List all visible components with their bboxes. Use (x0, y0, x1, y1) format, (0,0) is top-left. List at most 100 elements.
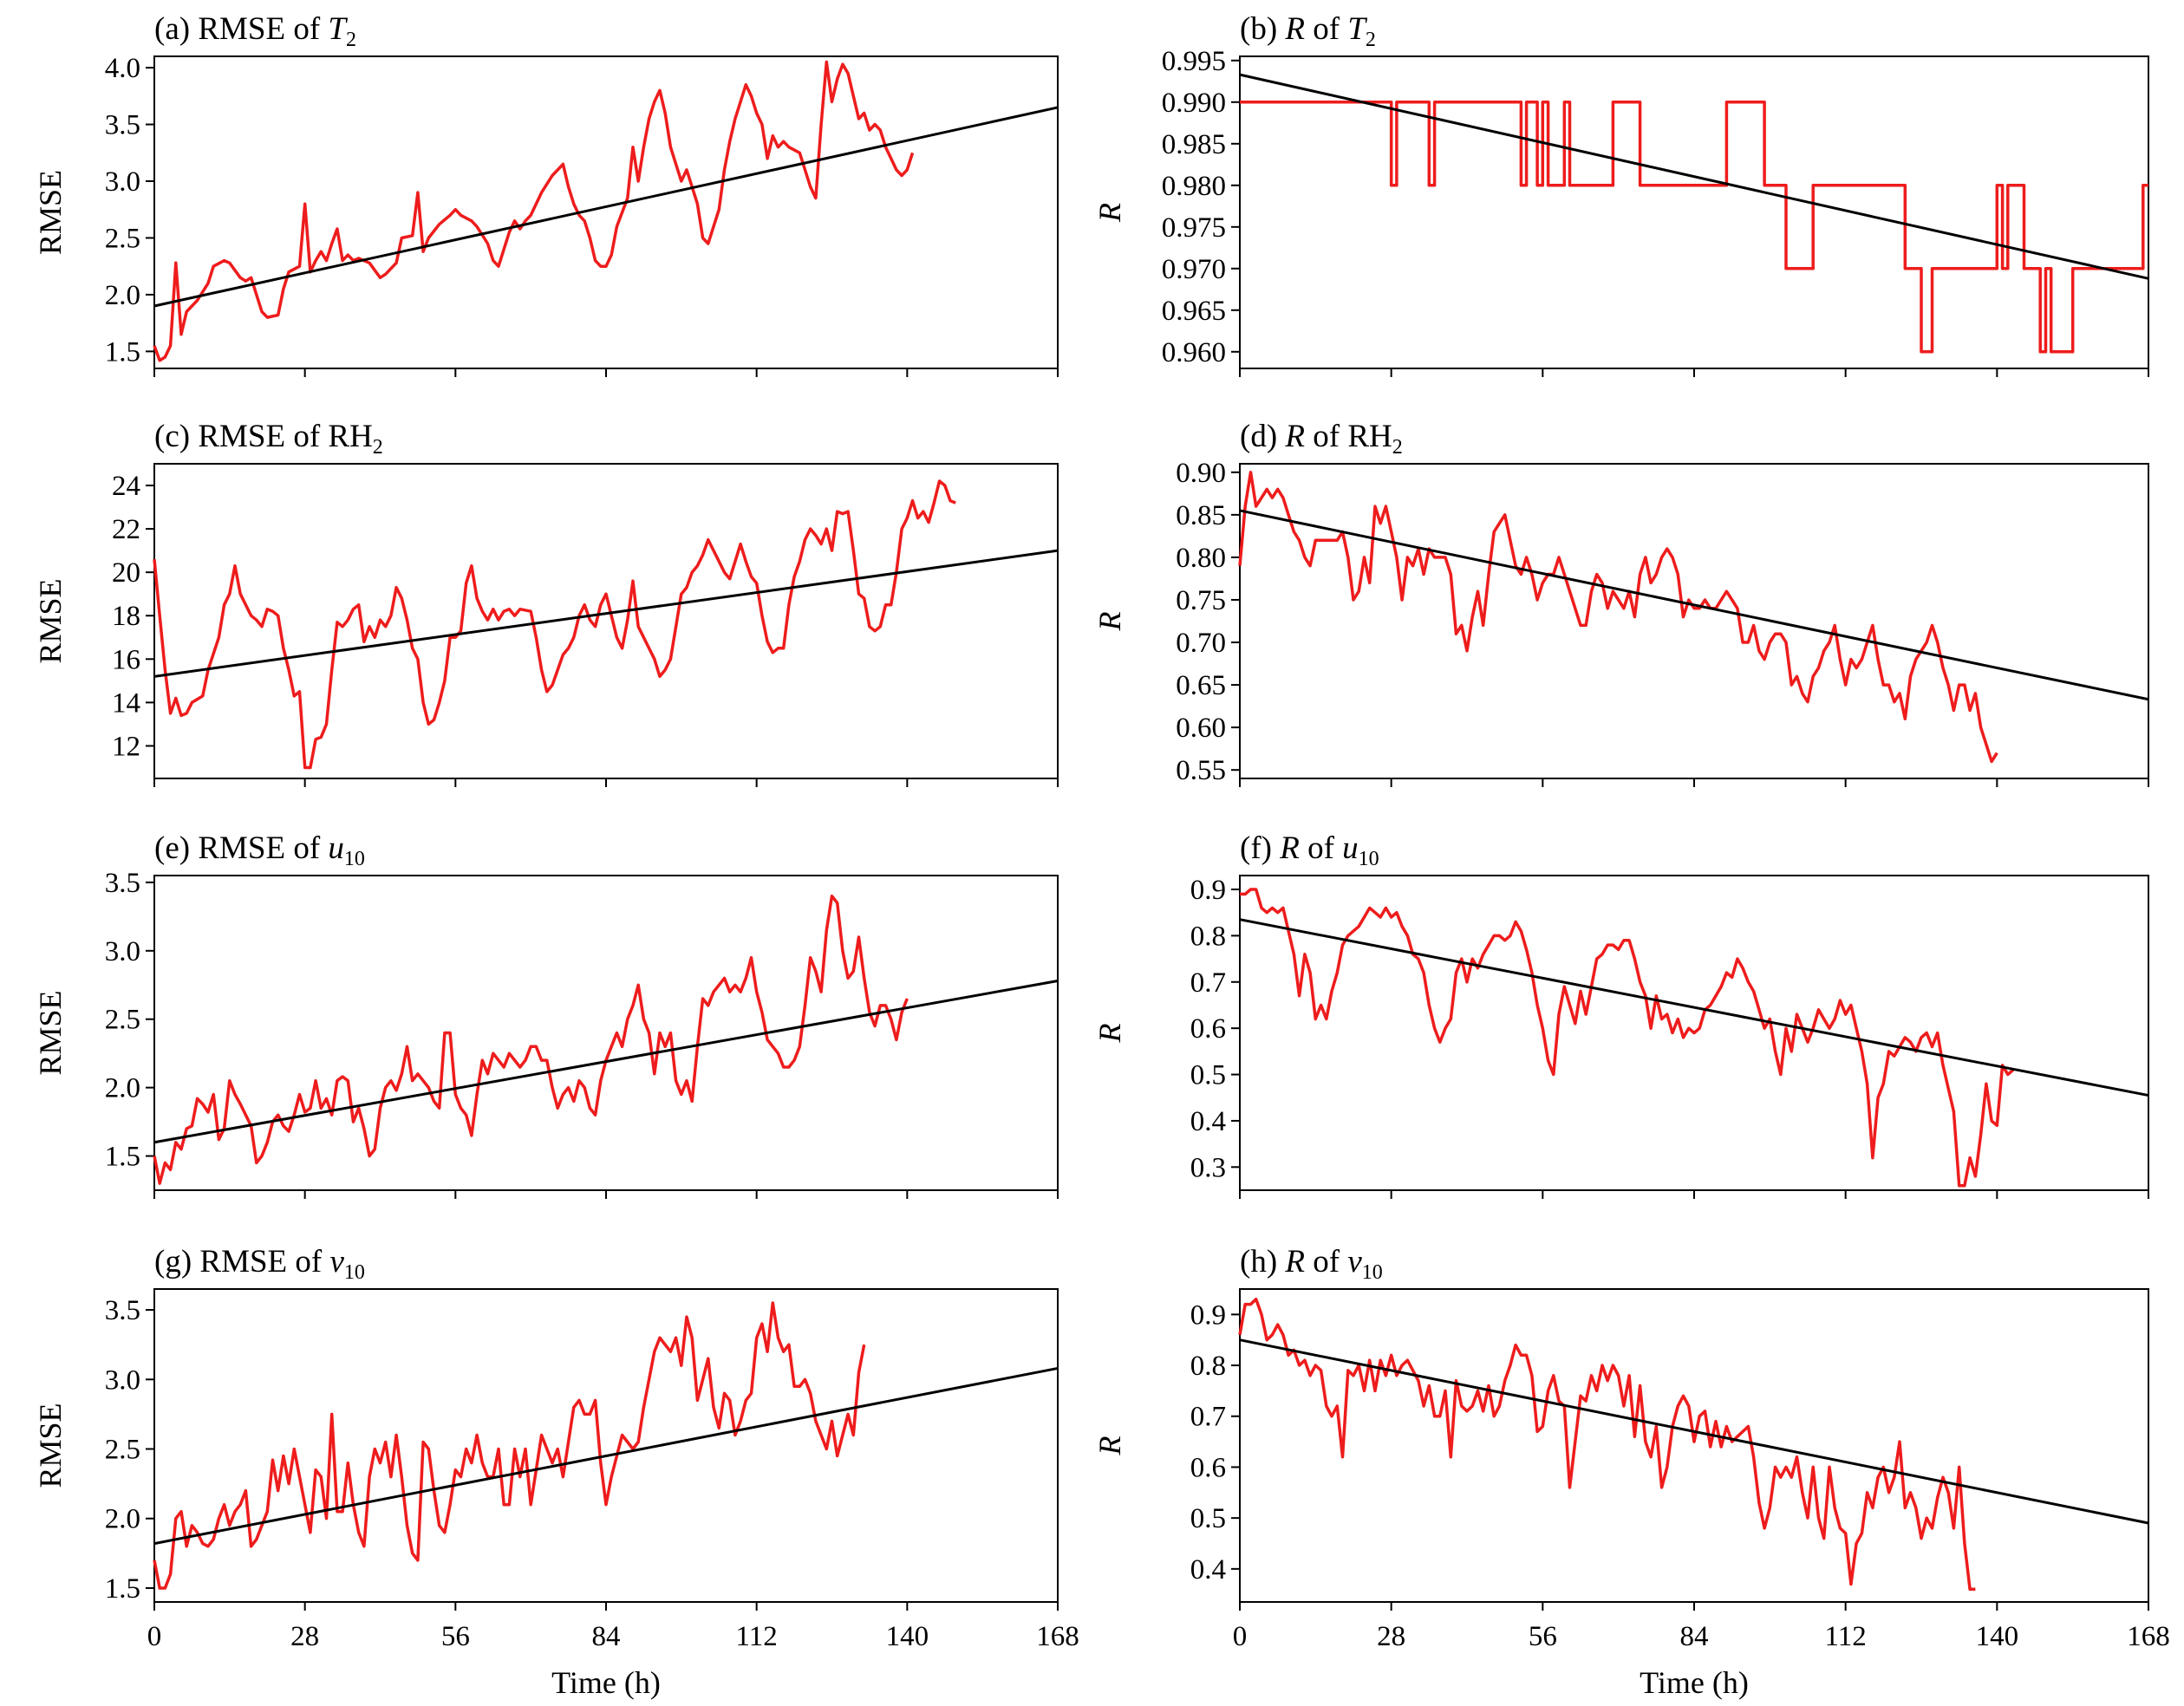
y-tick-label: 0.80 (1176, 543, 1226, 574)
y-tick-label: 0.8 (1190, 1351, 1226, 1382)
trend-line (1239, 1338, 2149, 1525)
title-variable: u (1342, 830, 1359, 866)
y-tick-label: 0.980 (1162, 171, 1226, 202)
y-tick-label: 22 (112, 514, 140, 545)
panel-title: (b) R of T2 (1240, 11, 1376, 51)
title-prefix: (b) (1240, 11, 1285, 47)
y-tick-label: 0.970 (1162, 254, 1226, 285)
panel-b: (b) R of T2 0.960 0.965 0.970 0.975 0.980 0.98… (1092, 11, 2149, 377)
title-prefix: (c) RMSE of RH (154, 419, 373, 454)
y-tick-label: 0.960 (1162, 337, 1226, 368)
y-axis-label: RMSE (33, 170, 68, 255)
data-series-line (1240, 101, 2148, 354)
y-tick-label: 0.4 (1190, 1106, 1226, 1137)
title-variable: T (1347, 11, 1367, 47)
title-mid: of (1305, 11, 1347, 47)
y-tick-label: 0.5 (1190, 1060, 1226, 1091)
y-tick-label: 24 (112, 471, 140, 502)
y-tick-label: 0.60 (1176, 713, 1226, 744)
title-variable: T (328, 11, 348, 47)
title-subscript: 2 (346, 29, 356, 51)
y-tick-label: 0.90 (1176, 458, 1226, 489)
title-mid: of (1300, 830, 1342, 866)
data-series-line (153, 60, 915, 362)
data-series-line (1240, 888, 2015, 1188)
y-tick-label: 1.5 (105, 336, 140, 368)
x-tick-label: 168 (2127, 1621, 2170, 1652)
title-variable: v (329, 1244, 344, 1280)
title-mid: of RH (1305, 419, 1392, 454)
y-tick-label: 16 (112, 644, 140, 675)
title-prefix: (f) (1240, 830, 1280, 866)
y-tick-label: 2.0 (105, 1073, 140, 1104)
y-axis-label: R (1092, 203, 1127, 223)
y-tick-label: 3.5 (105, 110, 140, 141)
y-axis-label: R (1092, 1436, 1127, 1456)
title-prefix: (e) RMSE of (154, 830, 328, 866)
title-r-symbol: R (1284, 419, 1305, 454)
data-series-line (153, 1301, 866, 1590)
y-tick-label: 1.5 (105, 1573, 140, 1605)
panel-e: (e) RMSE of u10 1.5 2.0 2.5 3.0 3.5 RMSE (33, 830, 1059, 1199)
trend-line (153, 980, 1059, 1144)
y-tick-label: 2.0 (105, 1504, 140, 1535)
x-tick-label: 140 (1976, 1621, 2019, 1652)
panel-a: (a) RMSE of T2 1.5 2.0 2.5 3.0 3.5 4.0 RMSE (33, 11, 1059, 377)
title-subscript: 10 (344, 1261, 365, 1284)
plot-frame (153, 55, 1059, 369)
trend-line (153, 549, 1059, 678)
x-tick-label: 28 (1377, 1621, 1405, 1652)
panel-title: (a) RMSE of T2 (154, 11, 356, 51)
y-tick-label: 3.0 (105, 1364, 140, 1396)
plot-frame (153, 875, 1059, 1191)
y-tick-label: 2.5 (105, 1005, 140, 1036)
y-tick-label: 0.85 (1176, 500, 1226, 531)
panel-d: (d) R of RH2 0.55 0.60 0.65 0.70 0.75 0.80 0.85… (1092, 419, 2149, 787)
x-tick-label: 140 (886, 1621, 929, 1652)
title-r-symbol: R (1279, 830, 1300, 866)
y-tick-label: 0.6 (1190, 1452, 1226, 1483)
x-tick-label: 28 (290, 1621, 319, 1652)
y-tick-label: 2.5 (105, 223, 140, 254)
panel-c: (c) RMSE of RH2 12 14 16 18 20 22 24 RMSE (33, 419, 1059, 787)
plot-frame (153, 1288, 1059, 1603)
y-tick-label: 18 (112, 601, 140, 632)
title-prefix: (g) RMSE of (154, 1244, 329, 1280)
y-axis-label: RMSE (33, 578, 68, 663)
y-tick-label: 3.5 (105, 1295, 140, 1326)
x-axis-label: Time (h) (551, 1665, 661, 1700)
y-tick-label: 0.7 (1190, 1402, 1226, 1433)
trend-line (1239, 918, 2149, 1097)
x-tick-label: 56 (441, 1621, 470, 1652)
plot-frame (1239, 1288, 2149, 1603)
x-tick-label: 112 (1825, 1621, 1867, 1652)
y-tick-label: 0.5 (1190, 1503, 1226, 1534)
title-mid: of (1305, 1244, 1347, 1280)
y-tick-label: 0.65 (1176, 670, 1226, 701)
y-tick-label: 0.985 (1162, 129, 1226, 160)
x-tick-label: 84 (592, 1621, 621, 1652)
panel-title: (g) RMSE of v10 (154, 1244, 365, 1284)
y-tick-label: 2.5 (105, 1435, 140, 1466)
panel-title: (f) R of u10 (1240, 830, 1379, 870)
y-tick-label: 0.995 (1162, 46, 1226, 77)
y-tick-label: 4.0 (105, 53, 140, 84)
title-subscript: 10 (1359, 848, 1379, 870)
title-r-symbol: R (1284, 1244, 1305, 1280)
y-axis-label: RMSE (33, 1403, 68, 1488)
y-tick-label: 0.8 (1190, 921, 1226, 952)
title-r-symbol: R (1284, 11, 1305, 47)
y-tick-label: 14 (112, 687, 140, 719)
trend-line (1239, 73, 2149, 280)
y-tick-label: 3.0 (105, 166, 140, 198)
panel-h: (h) R of v10 0.4 0.5 0.6 0.7 0.8 0.9 0 28 56 84 112… (1092, 1244, 2170, 1652)
data-series-line (153, 479, 956, 770)
title-prefix: (a) RMSE of (154, 11, 328, 47)
title-prefix: (d) (1240, 419, 1285, 454)
title-prefix: (h) (1240, 1244, 1285, 1280)
panel-f: (f) R of u10 0.3 0.4 0.5 0.6 0.7 0.8 0.9 R (1092, 830, 2149, 1199)
y-tick-label: 0.9 (1190, 875, 1226, 906)
y-axis-label: R (1092, 1024, 1127, 1044)
y-tick-label: 0.70 (1176, 628, 1226, 659)
